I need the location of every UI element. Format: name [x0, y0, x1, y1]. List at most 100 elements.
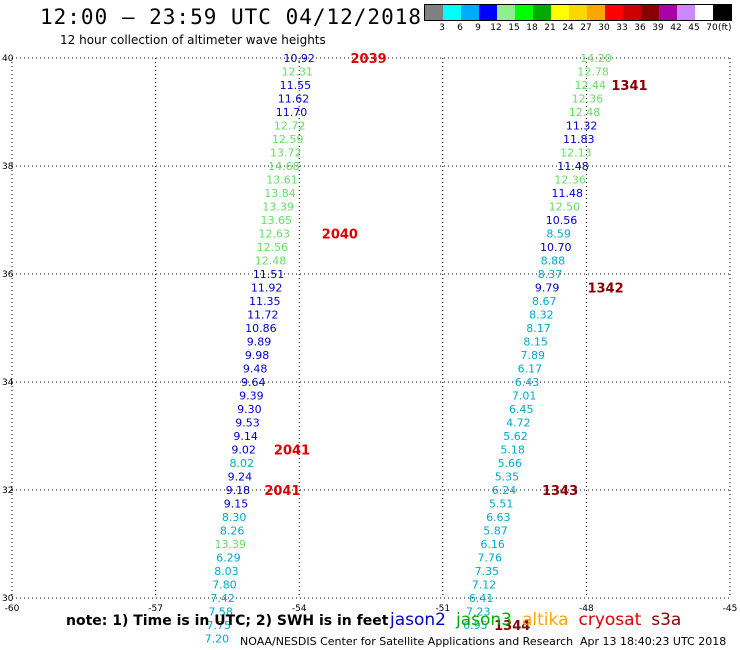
footer: note: 1) Time is in UTC; 2) SWH is in fe…: [0, 610, 740, 650]
legend-s3a: s3a: [651, 610, 682, 630]
wave-height-value: 7.35: [475, 565, 500, 578]
wave-height-value: 6.41: [469, 592, 494, 605]
wave-height-value: 12.48: [255, 255, 287, 268]
scale-label: 24: [562, 23, 574, 33]
wave-height-value: 7.01: [512, 390, 537, 403]
wave-height-value: 7.20: [205, 633, 230, 646]
wave-height-value: 12.63: [259, 228, 291, 241]
wave-height-value: 8.17: [526, 322, 551, 335]
scale-label: 6: [457, 23, 463, 33]
scale-label: 15: [508, 23, 520, 33]
scale-label: 27: [580, 23, 592, 33]
scale-swatch: [605, 5, 623, 20]
wave-height-value: 8.02: [230, 457, 255, 470]
wave-height-value: 13.39: [215, 538, 247, 551]
scale-swatch: [425, 5, 443, 20]
scale-swatch: [479, 5, 497, 20]
scale-swatch: [443, 5, 461, 20]
scale-swatch: [677, 5, 695, 20]
wave-height-color-scale: 3 6 9 12 15 18 21 24 27 30 33 36 39 42 45 70 (ft): [424, 4, 732, 35]
wave-height-value: 6.63: [486, 511, 511, 524]
x-tick-label: -60: [5, 604, 20, 614]
wave-height-value: 7.80: [212, 579, 237, 592]
wave-height-value: 12.50: [549, 201, 581, 214]
wave-height-value: 13.72: [270, 147, 302, 160]
wave-height-value: 10.86: [245, 322, 277, 335]
wave-height-value: 8.37: [538, 268, 563, 281]
wave-height-value: 12.56: [257, 241, 289, 254]
wave-height-value: 5.18: [500, 444, 525, 457]
scale-swatch: [569, 5, 587, 20]
credit-text: NOAA/NESDIS Center for Satellite Applica…: [240, 635, 574, 648]
wave-height-value: 5.35: [495, 471, 520, 484]
scale-swatch: [587, 5, 605, 20]
wave-height-value: 4.72: [506, 417, 531, 430]
wave-height-value: 9.14: [233, 430, 258, 443]
x-tick-label: -54: [292, 604, 307, 614]
wave-height-value: 9.64: [241, 376, 266, 389]
scale-swatch: [515, 5, 533, 20]
wave-height-value: 8.32: [529, 309, 554, 322]
wave-height-value: 6.95: [463, 619, 488, 632]
scale-label: 3: [439, 23, 445, 33]
wave-height-value: 12.13: [560, 147, 592, 160]
wave-height-value: 11.83: [563, 133, 595, 146]
wave-height-value: 11.62: [278, 93, 310, 106]
scale-label: 9: [475, 23, 481, 33]
wave-height-value: 13.84: [264, 187, 296, 200]
scale-label: 36: [634, 23, 646, 33]
pass-time-label: 1342: [587, 282, 623, 297]
wave-height-value: 9.30: [237, 403, 262, 416]
wave-height-value: 13.65: [260, 214, 292, 227]
pass-time-label: 2041: [264, 484, 300, 499]
wave-height-value: 8.15: [523, 336, 548, 349]
wave-height-value: 11.51: [253, 268, 285, 281]
wave-height-value: 9.15: [224, 498, 249, 511]
legend-jason3: jason3: [456, 610, 512, 630]
wave-height-value: 9.79: [535, 282, 560, 295]
wave-height-value: 5.51: [489, 498, 514, 511]
wave-height-value: 5.66: [498, 457, 523, 470]
scale-swatch: [461, 5, 479, 20]
scale-label: 45: [688, 23, 700, 33]
wave-height-value: 13.39: [262, 201, 294, 214]
wave-height-value: 5.62: [503, 430, 528, 443]
scale-swatch: [641, 5, 659, 20]
wave-height-value: 7.42: [210, 592, 235, 605]
wave-height-value: 11.32: [566, 120, 598, 133]
wave-height-value: 7.89: [521, 349, 546, 362]
wave-height-value: 6.17: [518, 363, 543, 376]
scale-swatch: [533, 5, 551, 20]
scale-label: 21: [544, 23, 556, 33]
scale-label: 42: [670, 23, 682, 33]
wave-height-value: 10.92: [283, 52, 315, 65]
wave-height-value: 6.24: [492, 484, 517, 497]
wave-height-value: 9.89: [247, 336, 272, 349]
wave-height-value: 13.61: [266, 174, 298, 187]
wave-height-value: 8.30: [222, 511, 247, 524]
page-title: 12:00 – 23:59 UTC 04/12/2018: [40, 5, 423, 29]
pass-time-label: 2041: [274, 444, 310, 459]
color-scale-labels: 3 6 9 12 15 18 21 24 27 30 33 36 39 42 45 70 (ft): [424, 21, 732, 35]
wave-height-value: 11.55: [280, 79, 312, 92]
wave-height-value: 12.59: [272, 133, 304, 146]
scale-label: 33: [616, 23, 628, 33]
wave-height-value: 12.31: [282, 66, 314, 79]
x-tick-label: -51: [435, 604, 450, 614]
x-tick-label: -57: [148, 604, 163, 614]
wave-height-value: 9.53: [235, 417, 260, 430]
timestamp-text: Apr 13 18:40:23 UTC 2018: [580, 635, 727, 648]
wave-height-value: 11.70: [276, 106, 308, 119]
wave-height-value: 7.76: [477, 552, 502, 565]
y-tick-label: 34: [2, 378, 14, 388]
pass-time-label: 1341: [611, 79, 647, 94]
wave-height-value: 7.23: [466, 606, 491, 619]
wave-height-value: 9.24: [228, 471, 253, 484]
wave-height-value: 11.48: [552, 187, 584, 200]
wave-height-value: 14.20: [580, 52, 612, 65]
wave-height-value: 12.48: [569, 106, 601, 119]
wave-height-value: 6.45: [509, 403, 534, 416]
units-note: note: 1) Time is in UTC; 2) SWH is in fe…: [66, 613, 389, 629]
wave-height-value: 11.48: [557, 160, 589, 173]
